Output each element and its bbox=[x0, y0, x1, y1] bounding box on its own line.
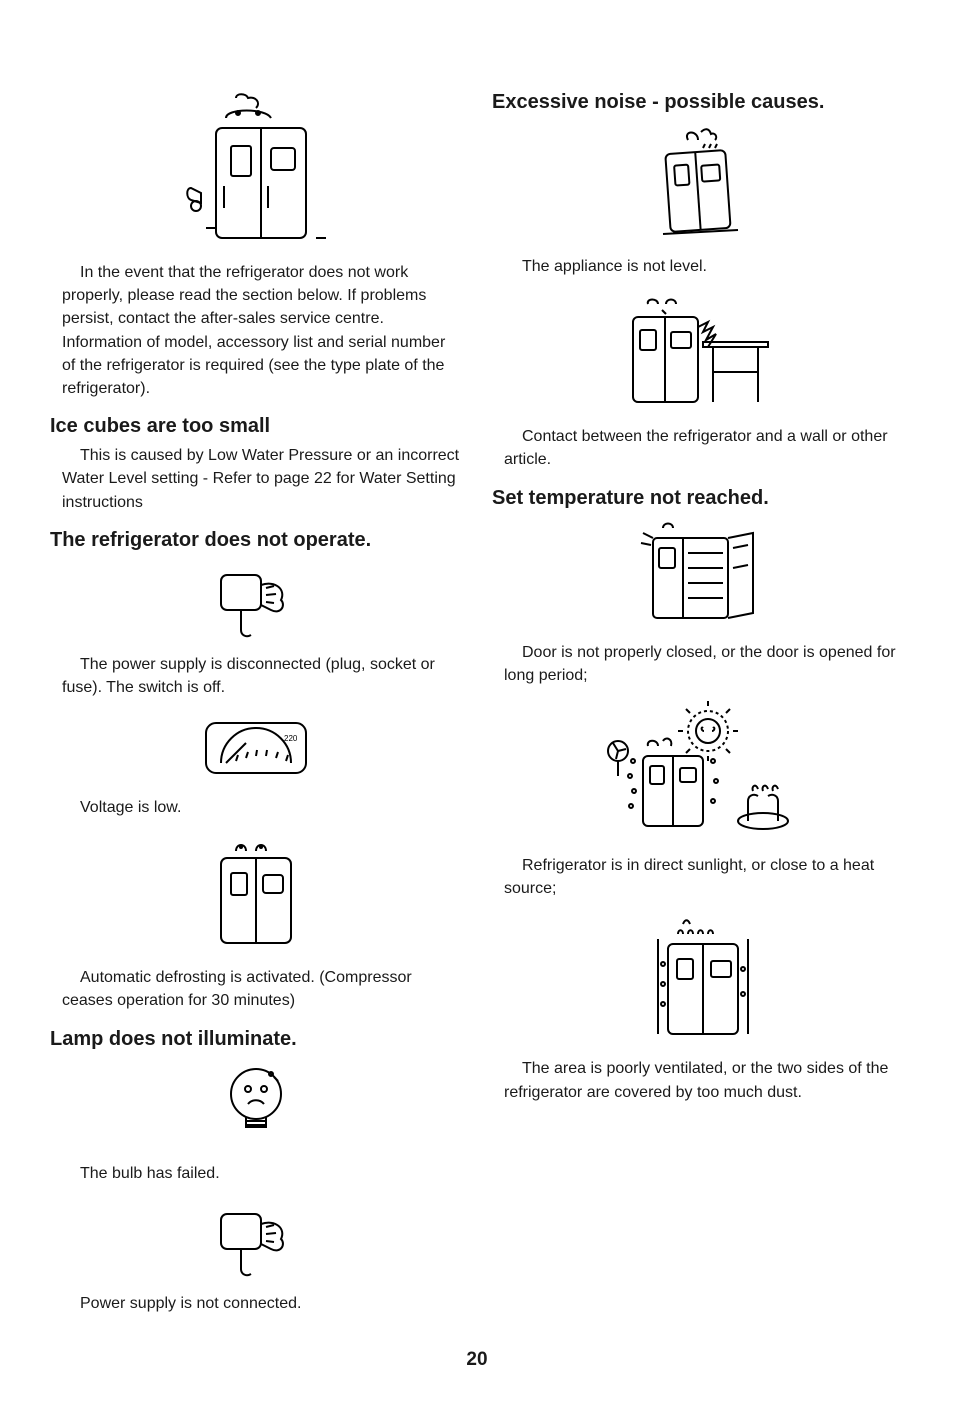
fridge-tilted-illustration bbox=[492, 122, 904, 247]
intro-paragraph: In the event that the refrigerator does … bbox=[50, 261, 462, 400]
right-column: Excessive noise - possible causes. bbox=[492, 80, 904, 1329]
bulb-sad-illustration bbox=[50, 1059, 462, 1154]
defrost-text: Automatic defrosting is activated. (Comp… bbox=[50, 966, 462, 1012]
contact-text: Contact between the refrigerator and a w… bbox=[492, 425, 904, 471]
page-number: 20 bbox=[50, 1349, 904, 1371]
plug-hand-illustration bbox=[50, 560, 462, 645]
voltage-low-text: Voltage is low. bbox=[50, 796, 462, 819]
two-column-layout: In the event that the refrigerator does … bbox=[50, 80, 904, 1329]
lamp-heading: Lamp does not illuminate. bbox=[50, 1027, 462, 1051]
fridge-contact-illustration bbox=[492, 292, 904, 417]
noise-heading: Excessive noise - possible causes. bbox=[492, 90, 904, 114]
power-not-connected-text: Power supply is not connected. bbox=[50, 1292, 462, 1315]
fridge-ventilation-illustration bbox=[492, 914, 904, 1049]
not-operate-heading: The refrigerator does not operate. bbox=[50, 528, 462, 552]
bulb-failed-text: The bulb has failed. bbox=[50, 1162, 462, 1185]
fridge-defrost-illustration bbox=[50, 833, 462, 958]
plug-hand-illustration-2 bbox=[50, 1199, 462, 1284]
voltage-gauge-illustration: 220 bbox=[50, 713, 462, 788]
not-level-text: The appliance is not level. bbox=[492, 255, 904, 278]
svg-text:220: 220 bbox=[284, 734, 298, 743]
left-column: In the event that the refrigerator does … bbox=[50, 80, 462, 1329]
ice-cubes-body: This is caused by Low Water Pressure or … bbox=[50, 444, 462, 514]
page-container: In the event that the refrigerator does … bbox=[0, 0, 954, 1411]
fridge-door-open-illustration bbox=[492, 518, 904, 633]
sunlight-text: Refrigerator is in direct sunlight, or c… bbox=[492, 854, 904, 900]
door-text: Door is not properly closed, or the door… bbox=[492, 641, 904, 687]
temp-heading: Set temperature not reached. bbox=[492, 486, 904, 510]
ice-cubes-heading: Ice cubes are too small bbox=[50, 414, 462, 438]
power-disconnected-text: The power supply is disconnected (plug, … bbox=[50, 653, 462, 699]
ventilated-text: The area is poorly ventilated, or the tw… bbox=[492, 1057, 904, 1103]
fridge-confused-illustration bbox=[50, 88, 462, 253]
fridge-sun-stove-illustration bbox=[492, 701, 904, 846]
